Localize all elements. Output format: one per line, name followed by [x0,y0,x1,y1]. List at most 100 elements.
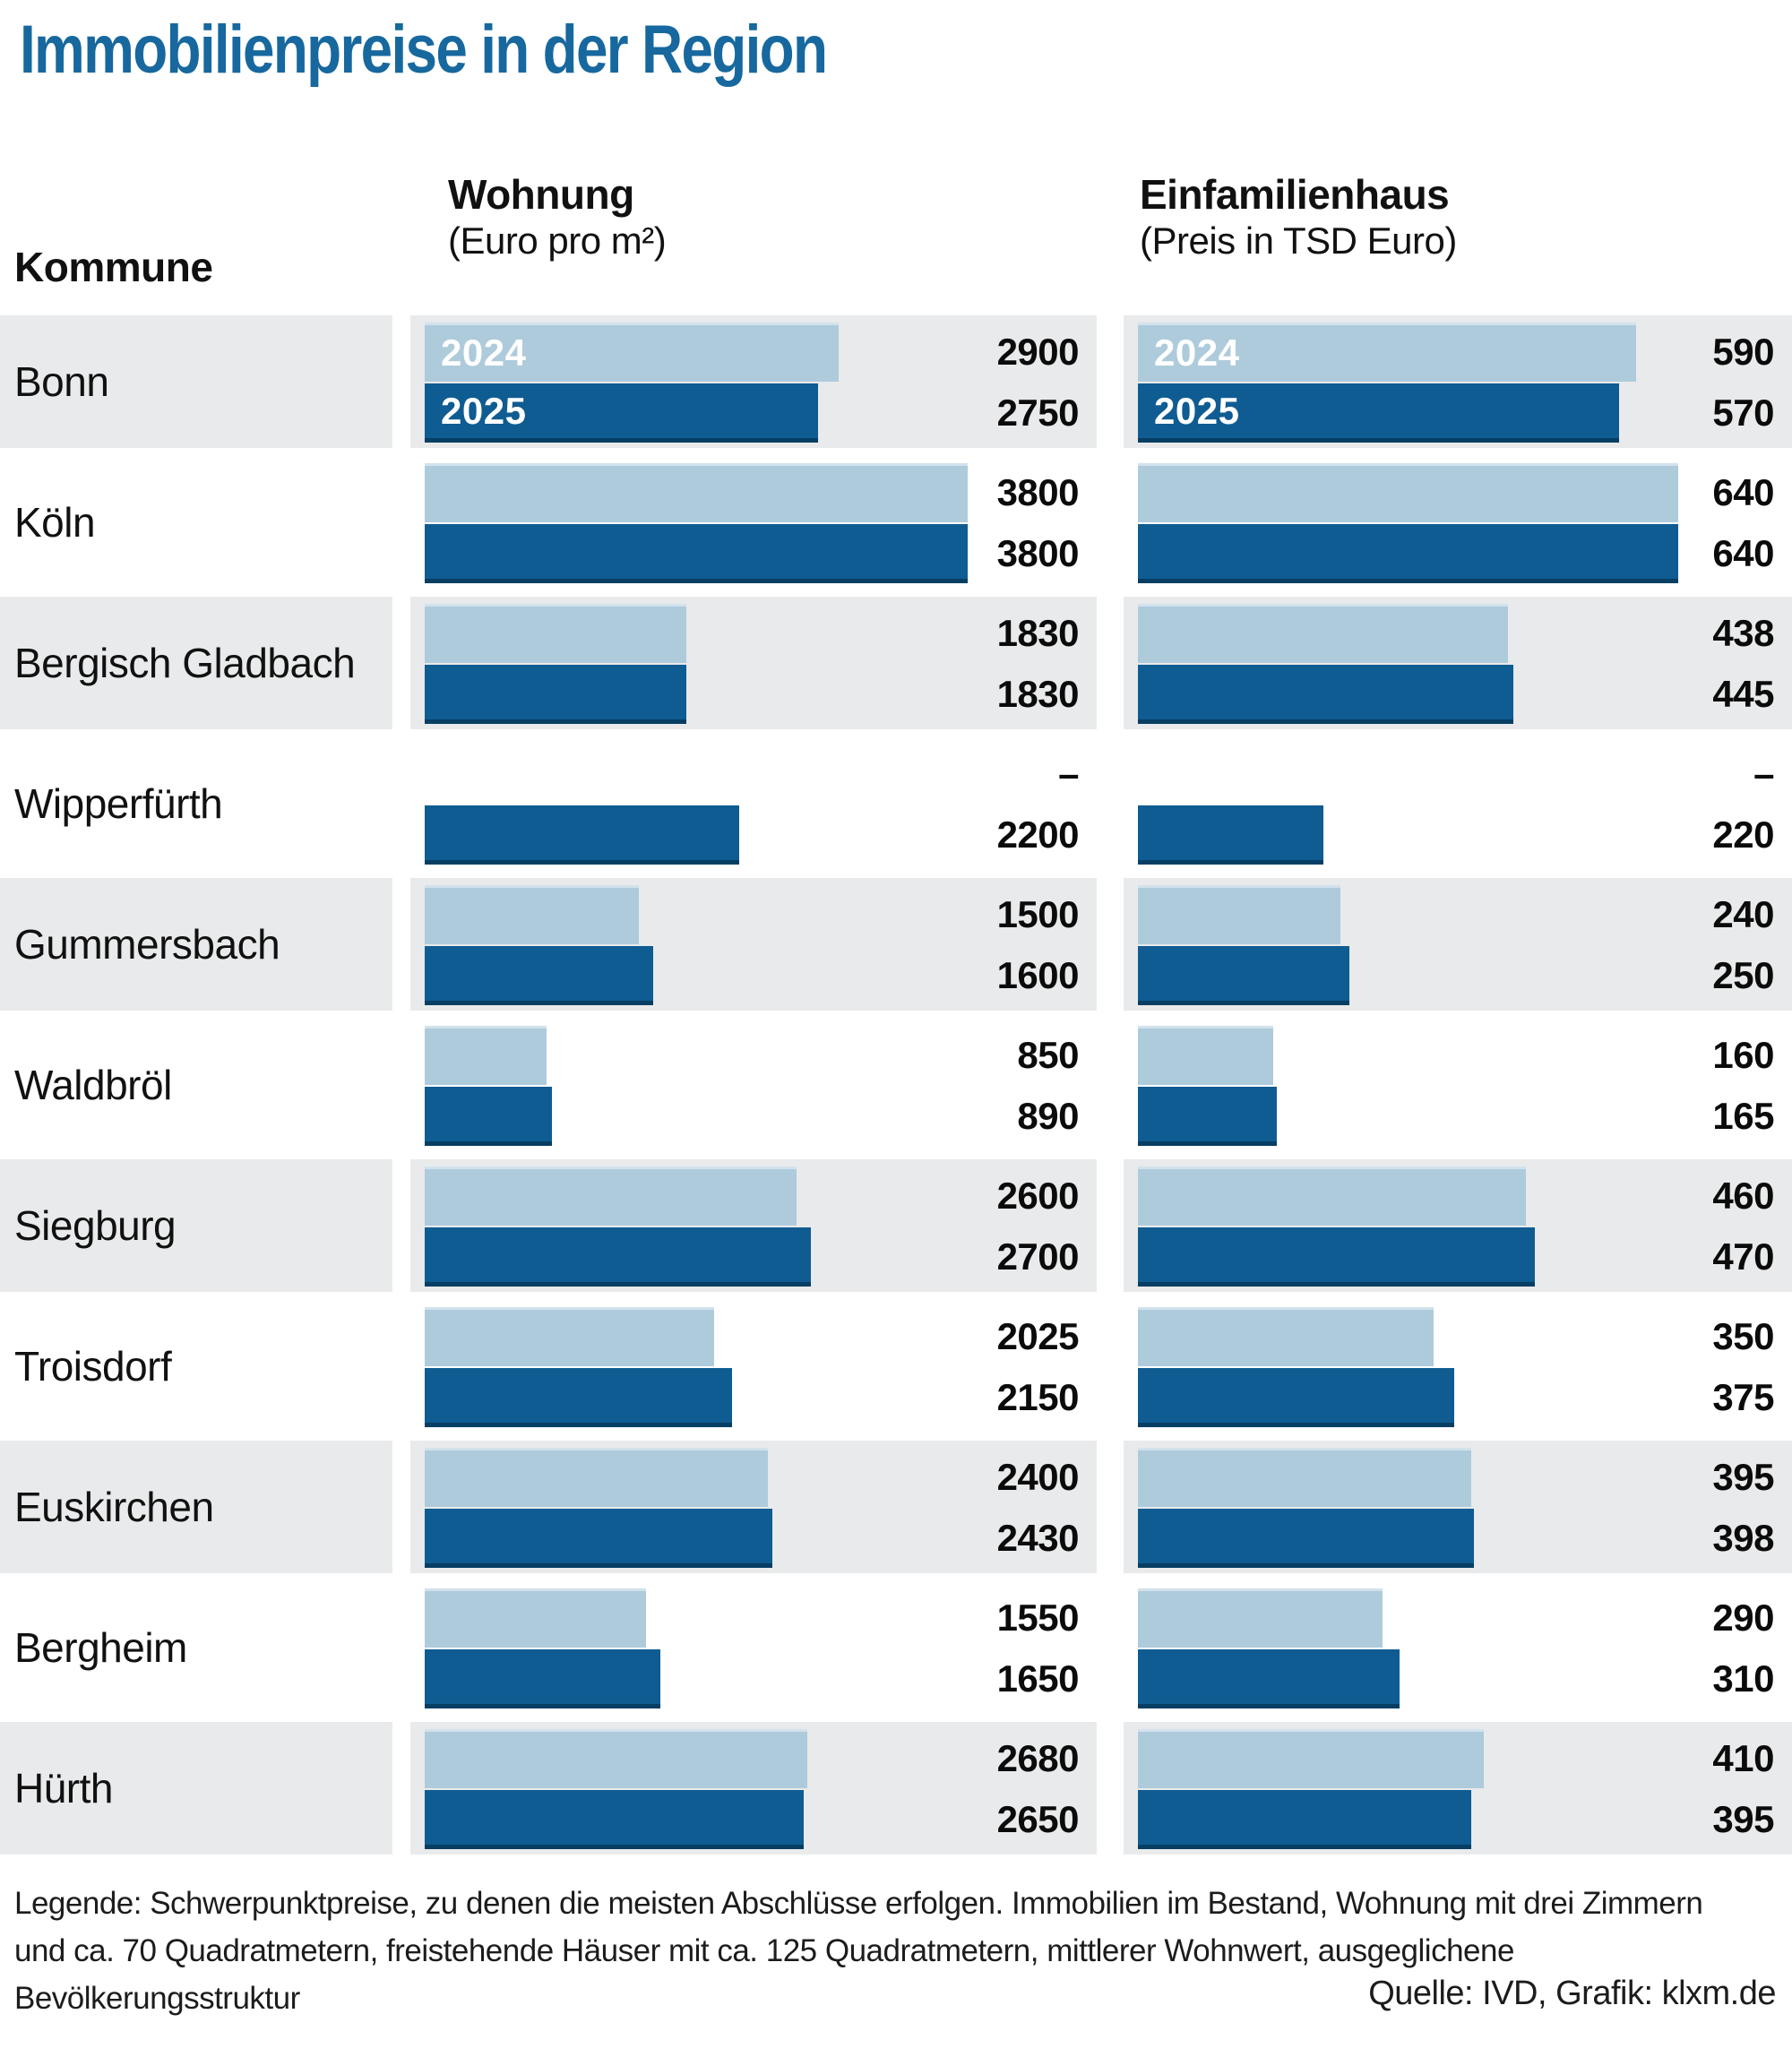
table-row: Waldbröl 850 890 160 165 [0,1019,1792,1151]
wohnung-cell: 2025 2150 [410,1300,1097,1433]
einfamilienhaus-values: 395 398 [1712,1448,1774,1568]
haus-value-2025: 220 [1712,813,1774,856]
bar-haus-2024 [1138,1448,1471,1507]
wohnung-value-2024: 1550 [996,1597,1080,1639]
wohnung-values: 1550 1650 [996,1588,1080,1708]
col-header-kommune: Kommune [0,170,410,291]
einfamilienhaus-values: 410 395 [1712,1729,1774,1849]
wohnung-values: 2600 2700 [996,1166,1080,1287]
haus-value-2025: 375 [1712,1376,1774,1418]
commune-label: Waldbröl [14,1062,172,1108]
wohnung-values: 1500 1600 [996,885,1080,1005]
source-credit: Quelle: IVD, Grafik: klxm.de [1368,1975,1776,2012]
bar-wohnung-2025: 2025 [425,383,818,443]
einfamilienhaus-values: 160 165 [1712,1026,1774,1146]
commune-label: Hürth [0,1722,392,1855]
bar-haus-2024 [1138,604,1508,663]
wohnung-cell: 1500 1600 [410,878,1097,1011]
table-row: Bergheim 1550 1650 290 310 [0,1581,1792,1714]
bar-wohnung-2025 [425,1368,732,1427]
bar-wohnung-2025 [425,1790,804,1849]
bar-wohnung-2025 [425,665,686,724]
haus-value-2024: 640 [1712,471,1774,513]
bar-wohnung-2024: 2024 [425,323,839,382]
wohnung-values: – 2200 [996,744,1080,865]
haus-value-2024: 395 [1712,1456,1774,1498]
commune-label: Köln [14,499,96,546]
bar-haus-2024 [1138,1026,1273,1085]
haus-value-2024: 438 [1712,612,1774,654]
wohnung-values: 850 890 [1017,1026,1079,1146]
bar-haus-2024 [1138,1166,1526,1226]
einfamilienhaus-cell: 290 310 [1124,1581,1792,1714]
bar-wohnung-2025 [425,805,739,865]
bar-haus-2025: 2025 [1138,383,1619,443]
bar-wohnung-2025 [425,1087,552,1146]
commune-label: Wipperfürth [14,780,223,827]
wohnung-value-2025: 2650 [996,1798,1080,1840]
bar-haus-2024 [1138,1729,1484,1788]
bar-haus-2025 [1138,1790,1471,1849]
bar-wohnung-2025 [425,1509,772,1568]
bar-haus-2025 [1138,1368,1454,1427]
einfamilienhaus-values: – 220 [1712,744,1774,865]
bar-haus-2024: 2024 [1138,323,1636,382]
bar-wohnung-2024 [425,1307,714,1366]
bar-wohnung-2024 [425,1026,547,1085]
wohnung-cell: 1830 1830 [410,597,1097,729]
commune-label: Bergheim [14,1624,187,1671]
wohnung-value-2024: 2600 [996,1175,1080,1217]
wohnung-value-2024: 2900 [996,331,1080,373]
bar-haus-2024 [1138,885,1340,944]
table-row: Bergisch Gladbach 1830 1830 438 445 [0,597,1792,729]
table-row: Troisdorf 2025 2150 350 375 [0,1300,1792,1433]
einfamilienhaus-cell: 350 375 [1124,1300,1792,1433]
page-title: Immobilienpreise in der Region [20,12,828,88]
wohnung-value-2024: 2680 [996,1737,1080,1779]
table-row: Bonn 2024 2025 2900 2750 2024 2025 590 5… [0,315,1792,448]
wohnung-value-2025: 1600 [996,954,1080,996]
haus-value-2024: – [1753,753,1774,795]
wohnung-values: 2400 2430 [997,1448,1080,1568]
wohnung-values: 2900 2750 [996,323,1080,443]
wohnung-value-2025: 2200 [996,813,1080,856]
wohnung-values: 3800 3800 [997,463,1080,583]
table-row: Euskirchen 2400 2430 395 398 [0,1441,1792,1573]
bar-haus-2024 [1138,1588,1383,1648]
bar-wohnung-2024 [425,463,968,522]
haus-value-2024: 350 [1712,1315,1774,1357]
einfamilienhaus-cell: 2024 2025 590 570 [1124,315,1792,448]
wohnung-values: 1830 1830 [996,604,1080,724]
table-row: Wipperfürth – 2200 – 220 [0,737,1792,870]
bar-haus-2025 [1138,524,1678,583]
wohnung-cell: 3800 3800 [410,456,1097,589]
bar-wohnung-2024 [425,604,686,663]
bar-haus-2024 [1138,463,1678,522]
wohnung-value-2025: 2700 [996,1235,1080,1278]
bar-haus-2025 [1138,1509,1474,1568]
einfamilienhaus-values: 460 470 [1712,1166,1774,1287]
haus-value-2024: 410 [1712,1737,1774,1779]
commune-label: Siegburg [0,1159,392,1292]
bar-wohnung-2025 [425,1649,660,1708]
haus-value-2025: 250 [1712,954,1774,996]
haus-value-2025: 470 [1712,1235,1774,1278]
wohnung-value-2025: 1830 [996,673,1080,715]
bar-wohnung-2024 [425,1588,646,1648]
wohnung-cell: 2600 2700 [410,1159,1097,1292]
haus-value-2024: 590 [1712,331,1774,373]
wohnung-header-label: Wohnung [448,171,634,218]
table-row: Gummersbach 1500 1600 240 250 [0,878,1792,1011]
einfamilienhaus-cell: 640 640 [1124,456,1792,589]
einfamilienhaus-cell: 160 165 [1124,1019,1792,1151]
wohnung-cell: 2400 2430 [410,1441,1097,1573]
bar-haus-2025 [1138,1227,1535,1287]
bar-wohnung-2025 [425,1227,811,1287]
wohnung-cell: 1550 1650 [410,1581,1097,1714]
column-headers: Kommune Wohnung (Euro pro m²) Einfamilie… [0,170,1792,291]
bar-wohnung-2025 [425,946,653,1005]
einfamilienhaus-values: 590 570 [1712,323,1774,443]
haus-value-2025: 165 [1712,1095,1774,1137]
bar-haus-2025 [1138,1649,1400,1708]
bar-haus-2025 [1138,946,1349,1005]
